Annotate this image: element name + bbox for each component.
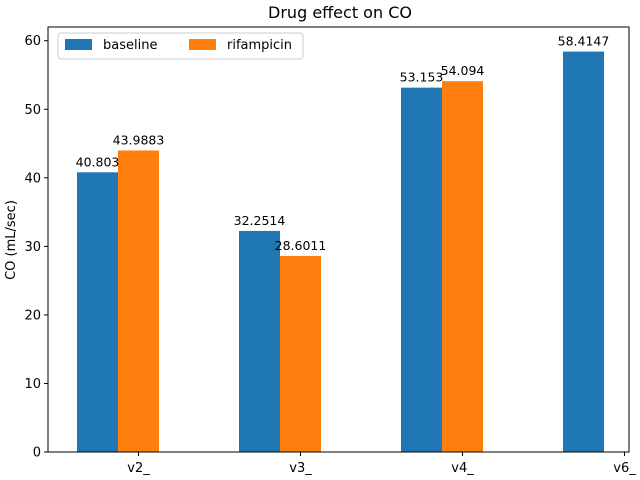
x-tick-label-v4: v4_ bbox=[451, 461, 474, 476]
bar-baseline-v3 bbox=[239, 230, 280, 452]
plot-area: 40.803 32.2514 53.153 58.4147 43.9883 28.6011… bbox=[24, 26, 636, 476]
x-tick-label-v3: v3_ bbox=[289, 461, 312, 476]
bar-baseline-v2 bbox=[77, 172, 118, 453]
data-label-baseline-v2: 40.803 bbox=[76, 154, 120, 169]
data-label-rifampicin-v4: 54.094 bbox=[441, 63, 485, 78]
y-tick-label: 10 bbox=[24, 377, 41, 392]
y-axis: 0 10 20 30 40 50 60 bbox=[24, 34, 48, 461]
x-tick-label-v2: v2_ bbox=[127, 461, 150, 476]
plot-frame bbox=[47, 26, 630, 453]
bars bbox=[77, 51, 604, 453]
y-tick-label: 50 bbox=[24, 103, 41, 118]
legend-label-baseline: baseline bbox=[103, 38, 157, 53]
data-label-rifampicin-v3: 28.6011 bbox=[275, 238, 327, 253]
bar-rifampicin-v4 bbox=[442, 81, 483, 453]
bar-baseline-v4 bbox=[401, 87, 442, 452]
chart-title: Drug effect on CO bbox=[268, 3, 412, 22]
data-labels: 40.803 32.2514 53.153 58.4147 43.9883 28.6011… bbox=[76, 34, 610, 253]
y-axis-label: CO (mL/sec) bbox=[4, 200, 19, 280]
y-tick-label: 20 bbox=[24, 308, 41, 323]
y-tick-label: 30 bbox=[24, 240, 41, 255]
y-tick-label: 0 bbox=[33, 446, 41, 461]
x-tick-label-v6: v6_ bbox=[613, 461, 636, 476]
legend-swatch-baseline bbox=[65, 39, 92, 50]
data-label-baseline-v4: 53.153 bbox=[400, 70, 444, 85]
bar-rifampicin-v3 bbox=[280, 255, 321, 452]
y-tick-label: 40 bbox=[24, 171, 41, 186]
x-axis: v2_ v3_ v4_ v6_ bbox=[127, 452, 636, 476]
bar-baseline-v6 bbox=[563, 51, 604, 452]
y-tick-label: 60 bbox=[24, 34, 41, 49]
bar-rifampicin-v2 bbox=[118, 150, 159, 453]
data-label-baseline-v6: 58.4147 bbox=[558, 34, 610, 49]
data-label-rifampicin-v2: 43.9883 bbox=[113, 132, 165, 147]
legend-label-rifampicin: rifampicin bbox=[227, 38, 292, 53]
legend: baseline rifampicin bbox=[57, 32, 304, 60]
data-label-baseline-v3: 32.2514 bbox=[234, 213, 286, 228]
legend-swatch-rifampicin bbox=[189, 39, 216, 50]
legend-box bbox=[57, 32, 304, 60]
